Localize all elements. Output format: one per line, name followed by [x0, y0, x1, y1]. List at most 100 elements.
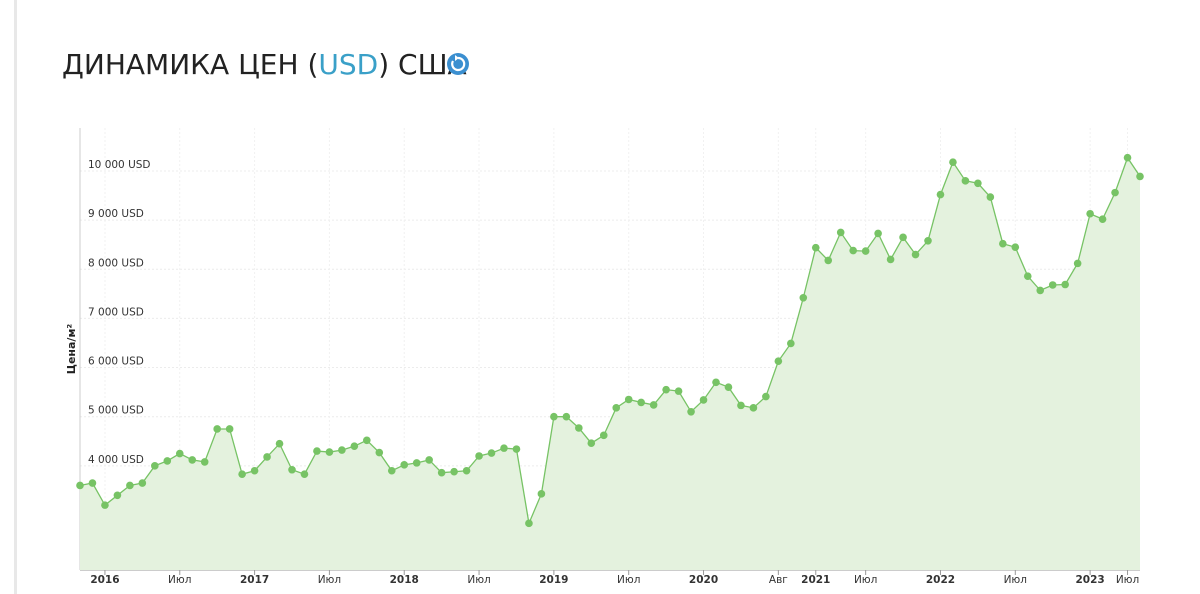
point [425, 456, 433, 464]
point [512, 445, 521, 453]
point [300, 470, 309, 478]
point [188, 456, 197, 464]
y-tick-label: 9 000 USD [88, 208, 144, 220]
point [949, 158, 957, 166]
x-tick-label: 2019 [539, 574, 568, 586]
point [387, 466, 396, 475]
point [151, 462, 159, 470]
point [525, 519, 533, 528]
point [562, 412, 571, 421]
point [101, 501, 109, 509]
point [1098, 215, 1107, 223]
point [836, 228, 845, 237]
point [662, 385, 670, 394]
point [824, 256, 833, 265]
y-tick-label: 5 000 USD [88, 405, 144, 417]
x-tick-label: 2023 [1076, 574, 1105, 586]
point [175, 449, 184, 458]
point [986, 193, 995, 201]
x-tick-label: 2017 [240, 574, 269, 586]
point [550, 412, 558, 421]
point [338, 446, 346, 454]
point [437, 468, 446, 477]
point [126, 481, 134, 490]
point [674, 387, 683, 395]
point [225, 425, 234, 433]
y-tick-label: 6 000 USD [88, 356, 144, 368]
point [649, 401, 658, 409]
point [412, 459, 421, 467]
x-tick-label: Июл [318, 574, 341, 586]
point [799, 293, 808, 302]
point [699, 396, 708, 404]
point [811, 243, 820, 252]
point [288, 465, 296, 474]
x-tick-label: Июл [467, 574, 490, 586]
x-tick-label: 2022 [926, 574, 955, 586]
x-tick-label: Авг [769, 574, 788, 586]
point [163, 457, 172, 465]
point [76, 481, 84, 490]
point [1086, 209, 1094, 218]
x-tick-label: Июл [617, 574, 640, 586]
point [363, 436, 371, 445]
point [113, 491, 122, 500]
point [487, 449, 496, 457]
point [400, 461, 409, 469]
point [1048, 281, 1057, 289]
point [599, 431, 608, 440]
point [250, 466, 259, 475]
y-axis-label: Цена/м² [65, 324, 78, 375]
x-tick-label: Июл [854, 574, 877, 586]
y-tick-label: 4 000 USD [88, 454, 144, 466]
point [537, 490, 546, 498]
point [450, 467, 458, 476]
point [762, 392, 770, 401]
point [624, 395, 633, 404]
point [911, 250, 920, 259]
point [924, 236, 932, 245]
point [200, 458, 209, 466]
point [687, 407, 695, 416]
y-tick-label: 7 000 USD [88, 306, 144, 318]
chart-title: ДИНАМИКА ЦЕН (USD) США [62, 48, 467, 81]
point [275, 439, 284, 448]
point [1111, 188, 1119, 197]
point [749, 404, 758, 412]
point [787, 339, 795, 348]
point [874, 229, 882, 238]
point [575, 424, 583, 432]
point [999, 239, 1007, 248]
point [325, 448, 334, 456]
point [238, 470, 246, 478]
point [737, 401, 745, 410]
point [612, 404, 621, 412]
x-tick-label: 2020 [689, 574, 718, 586]
side-border [14, 0, 17, 594]
point [587, 439, 596, 448]
point [88, 479, 97, 487]
point [462, 466, 471, 475]
x-tick-label: 2018 [390, 574, 419, 586]
point [899, 233, 907, 242]
point [1136, 172, 1144, 181]
x-tick-label: Июл [168, 574, 191, 586]
refresh-icon[interactable] [447, 53, 469, 75]
point [1061, 280, 1069, 289]
point [712, 378, 720, 387]
point [774, 357, 783, 365]
title-currency[interactable]: USD [318, 48, 378, 81]
y-tick-label: 10 000 USD [88, 159, 151, 171]
point [1123, 153, 1132, 162]
point [974, 179, 982, 188]
point [1023, 272, 1032, 280]
point [313, 447, 321, 455]
point [350, 442, 359, 450]
point [1073, 259, 1082, 268]
point [475, 452, 483, 460]
point [861, 247, 870, 255]
point [1011, 243, 1020, 251]
point [1036, 286, 1045, 295]
title-part: ДИНАМИКА ЦЕН ( [62, 48, 318, 81]
